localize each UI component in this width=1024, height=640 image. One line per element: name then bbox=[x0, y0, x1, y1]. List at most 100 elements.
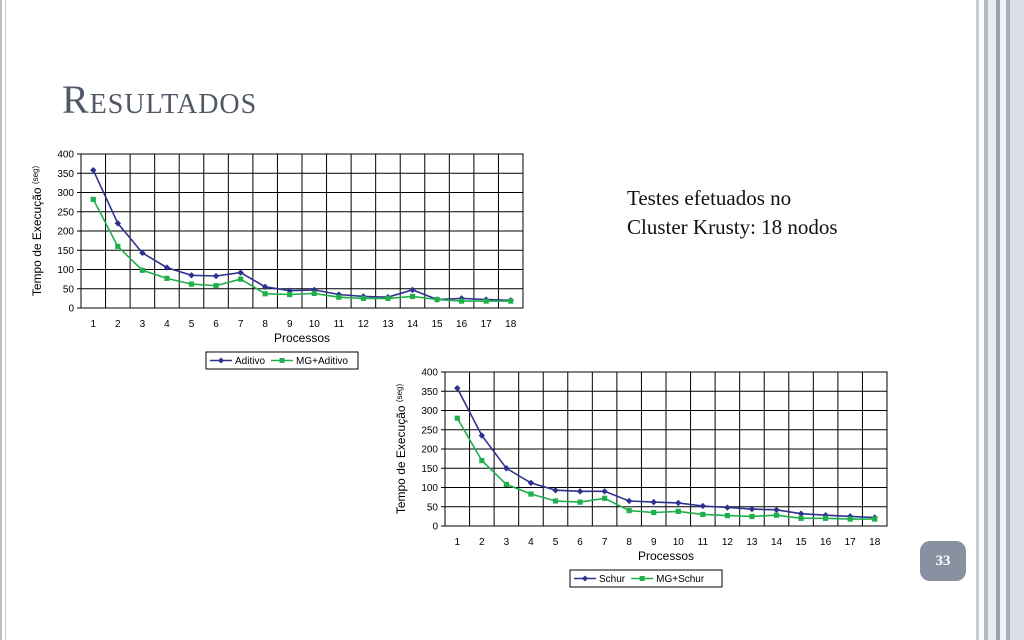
data-point bbox=[188, 281, 195, 287]
chart-schur: 0 50 100 150 200 250 300 350 400 1 2 3 4 5 6 7 8 9 10 11 12 1… bbox=[392, 360, 902, 595]
slide-frame-left bbox=[0, 0, 2, 640]
data-point bbox=[261, 283, 269, 291]
y-axis-title: Tempo de Execução (seg) bbox=[30, 166, 44, 297]
slide-body-line-1: Testes efetuados no bbox=[627, 186, 792, 210]
data-point bbox=[237, 269, 244, 276]
x-tick-label: 4 bbox=[164, 319, 170, 330]
data-point bbox=[748, 505, 756, 513]
y-tick-label: 300 bbox=[421, 406, 438, 417]
y-tick-label: 0 bbox=[432, 522, 438, 533]
legend-marker bbox=[639, 576, 645, 581]
y-tick-label: 300 bbox=[57, 188, 74, 199]
y-axis-title: Tempo de Execução (seg) bbox=[394, 384, 408, 515]
series-line bbox=[92, 199, 511, 302]
x-tick-label: 17 bbox=[481, 319, 493, 330]
legend-marker bbox=[279, 358, 285, 363]
legend-marker bbox=[582, 575, 588, 582]
data-point bbox=[188, 272, 195, 279]
y-tick-label: 50 bbox=[427, 502, 439, 513]
data-point bbox=[847, 516, 853, 522]
legend-label: MG+Schur bbox=[656, 574, 705, 585]
x-tick-label: 18 bbox=[869, 537, 881, 548]
data-point bbox=[287, 291, 293, 298]
y-tick-label: 50 bbox=[63, 284, 75, 295]
data-point bbox=[626, 508, 632, 514]
data-point bbox=[700, 511, 706, 518]
data-point bbox=[651, 509, 657, 516]
x-tick-label: 8 bbox=[626, 537, 632, 548]
x-tick-label: 8 bbox=[262, 319, 268, 330]
y-tick-label: 400 bbox=[421, 368, 438, 379]
data-point bbox=[479, 457, 485, 464]
x-axis-title: Processos bbox=[274, 331, 330, 345]
data-point bbox=[238, 276, 244, 282]
data-point bbox=[749, 513, 755, 519]
slide-title: Resultados bbox=[62, 77, 258, 122]
slide-body-line-2: Cluster Krusty: 18 nodos bbox=[627, 215, 838, 239]
data-point bbox=[675, 508, 681, 514]
x-tick-label: 10 bbox=[309, 319, 321, 330]
x-tick-label: 11 bbox=[334, 319, 345, 330]
y-tick-label: 100 bbox=[57, 265, 74, 276]
data-point bbox=[602, 495, 608, 501]
data-point bbox=[823, 515, 829, 521]
data-point bbox=[212, 272, 220, 280]
data-point bbox=[552, 498, 559, 504]
data-point bbox=[528, 491, 534, 497]
chart-aditivo: 0 50 100 150 200 250 300 350 400 1 2 3 4 5 6 7 8 9 10 11 12 1… bbox=[28, 142, 538, 377]
data-point bbox=[90, 166, 97, 174]
x-tick-label: 9 bbox=[651, 537, 657, 548]
data-point bbox=[114, 220, 122, 227]
series-line bbox=[456, 387, 875, 519]
legend-marker bbox=[218, 357, 224, 364]
data-point bbox=[552, 486, 559, 494]
x-tick-label: 5 bbox=[553, 537, 559, 548]
data-point bbox=[409, 293, 416, 300]
x-tick-label: 13 bbox=[746, 537, 758, 548]
y-tick-label: 350 bbox=[421, 387, 438, 398]
series-line bbox=[456, 417, 875, 520]
data-point bbox=[454, 384, 461, 392]
data-point bbox=[872, 516, 878, 522]
data-point bbox=[454, 415, 460, 421]
data-point bbox=[360, 295, 366, 301]
data-point bbox=[773, 512, 780, 518]
data-point bbox=[115, 243, 121, 249]
data-point bbox=[459, 298, 465, 304]
data-point bbox=[724, 513, 730, 519]
data-point bbox=[90, 196, 96, 203]
x-tick-label: 10 bbox=[673, 537, 685, 548]
y-tick-label: 250 bbox=[421, 425, 438, 436]
x-axis-title: Processos bbox=[638, 549, 694, 563]
data-point bbox=[798, 515, 804, 521]
legend-label: Schur bbox=[599, 574, 626, 585]
data-point bbox=[577, 499, 583, 505]
x-tick-label: 17 bbox=[845, 537, 857, 548]
x-tick-label: 5 bbox=[189, 319, 195, 330]
data-point bbox=[164, 275, 170, 281]
x-tick-label: 15 bbox=[431, 319, 443, 330]
x-tick-label: 4 bbox=[528, 537, 534, 548]
data-point bbox=[503, 465, 510, 472]
x-tick-label: 13 bbox=[382, 319, 394, 330]
data-point bbox=[434, 296, 440, 303]
x-tick-label: 2 bbox=[115, 319, 121, 330]
y-tick-label: 350 bbox=[57, 169, 74, 180]
data-point bbox=[213, 283, 219, 289]
data-point bbox=[508, 298, 514, 304]
slide-frame-left-inner bbox=[5, 0, 6, 640]
data-point bbox=[139, 249, 146, 257]
x-tick-label: 1 bbox=[454, 537, 460, 548]
y-tick-label: 400 bbox=[57, 150, 74, 161]
data-point bbox=[262, 291, 268, 297]
legend-label: Aditivo bbox=[235, 356, 265, 367]
y-tick-label: 200 bbox=[421, 445, 438, 456]
y-axis-unit: (seg) bbox=[395, 384, 404, 403]
slide-body-text: Testes efetuados no Cluster Krusty: 18 n… bbox=[627, 184, 947, 242]
y-axis-unit: (seg) bbox=[31, 166, 40, 185]
y-tick-label: 200 bbox=[57, 227, 74, 238]
data-point bbox=[483, 298, 489, 304]
data-point bbox=[503, 481, 509, 488]
page-number-badge: 33 bbox=[920, 541, 966, 581]
data-point bbox=[163, 264, 171, 271]
